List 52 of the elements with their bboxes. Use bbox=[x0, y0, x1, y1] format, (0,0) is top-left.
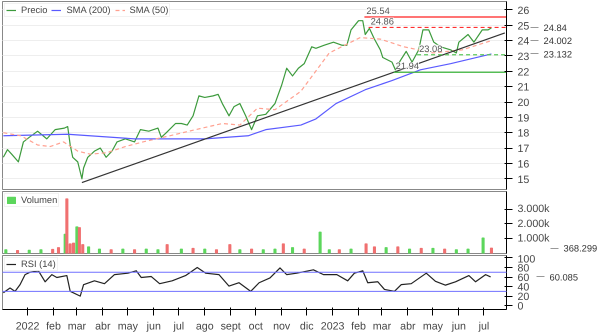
x-tick-label: abr bbox=[400, 320, 416, 332]
x-tick-label: 2023 bbox=[320, 320, 345, 332]
annotation: 23.08 bbox=[419, 44, 442, 54]
y-tick-label: 0 bbox=[518, 300, 524, 313]
text: 23.132 bbox=[544, 49, 572, 60]
x-tick-label: jul bbox=[478, 320, 490, 332]
y-tick-label: 20 bbox=[518, 291, 530, 304]
y-tick-label: 22 bbox=[518, 66, 530, 78]
x-tick-label: mar bbox=[372, 320, 392, 332]
legend-label: RSI (14) bbox=[21, 259, 56, 269]
x-tick-label: jul bbox=[172, 320, 184, 332]
y-tick-label: 1.000k bbox=[518, 232, 550, 245]
x-tick-label: may bbox=[118, 320, 139, 332]
legend-label: Precio bbox=[21, 5, 48, 15]
x-tick-label: may bbox=[422, 320, 444, 332]
x-tick-label: jun bbox=[146, 320, 161, 332]
text: 24.002 bbox=[544, 36, 572, 46]
legend-label: Volumen bbox=[21, 195, 58, 205]
legend-label: SMA (50) bbox=[130, 5, 168, 15]
y-tick-label: 15 bbox=[518, 174, 530, 186]
y-tick-label: 17 bbox=[518, 143, 530, 156]
y-tick-label: 24 bbox=[518, 36, 530, 48]
legend-label: SMA (200) bbox=[66, 5, 111, 15]
annotation: 21.94 bbox=[396, 61, 420, 72]
annotation: 24.86 bbox=[370, 16, 394, 26]
y-tick-label: 40 bbox=[518, 282, 530, 294]
x-tick-label: 2022 bbox=[16, 320, 40, 332]
y-tick-label: 18 bbox=[518, 128, 530, 140]
y-tick-label: 25 bbox=[518, 20, 530, 32]
x-tick-label: dic bbox=[300, 320, 314, 332]
x-tick-label: ago bbox=[196, 320, 214, 332]
y-tick-label: 23 bbox=[518, 50, 530, 63]
text: 24.84 bbox=[544, 23, 567, 34]
y-tick-label: 19 bbox=[518, 112, 530, 124]
y-tick-label: 21 bbox=[518, 82, 530, 94]
y-tick-label: 60 bbox=[518, 272, 530, 284]
text: 60.085 bbox=[550, 272, 578, 282]
y-tick-label: 26 bbox=[518, 4, 530, 17]
x-tick-label: feb bbox=[46, 320, 61, 332]
x-tick-label: jun bbox=[450, 320, 466, 332]
x-tick-label: mar bbox=[68, 320, 87, 332]
text: 368.299 bbox=[564, 244, 598, 254]
x-tick-label: abr bbox=[95, 320, 111, 332]
annotation: 25.54 bbox=[366, 6, 390, 16]
x-tick-label: nov bbox=[273, 320, 291, 332]
y-tick-label: 2.000k bbox=[518, 218, 550, 230]
y-tick-label: 16 bbox=[518, 158, 530, 170]
y-tick-label: 3.000k bbox=[518, 203, 550, 216]
x-tick-label: sept bbox=[220, 320, 241, 332]
x-tick-label: feb bbox=[351, 320, 366, 332]
y-tick-label: 20 bbox=[518, 97, 530, 110]
x-tick-label: oct bbox=[248, 320, 263, 332]
